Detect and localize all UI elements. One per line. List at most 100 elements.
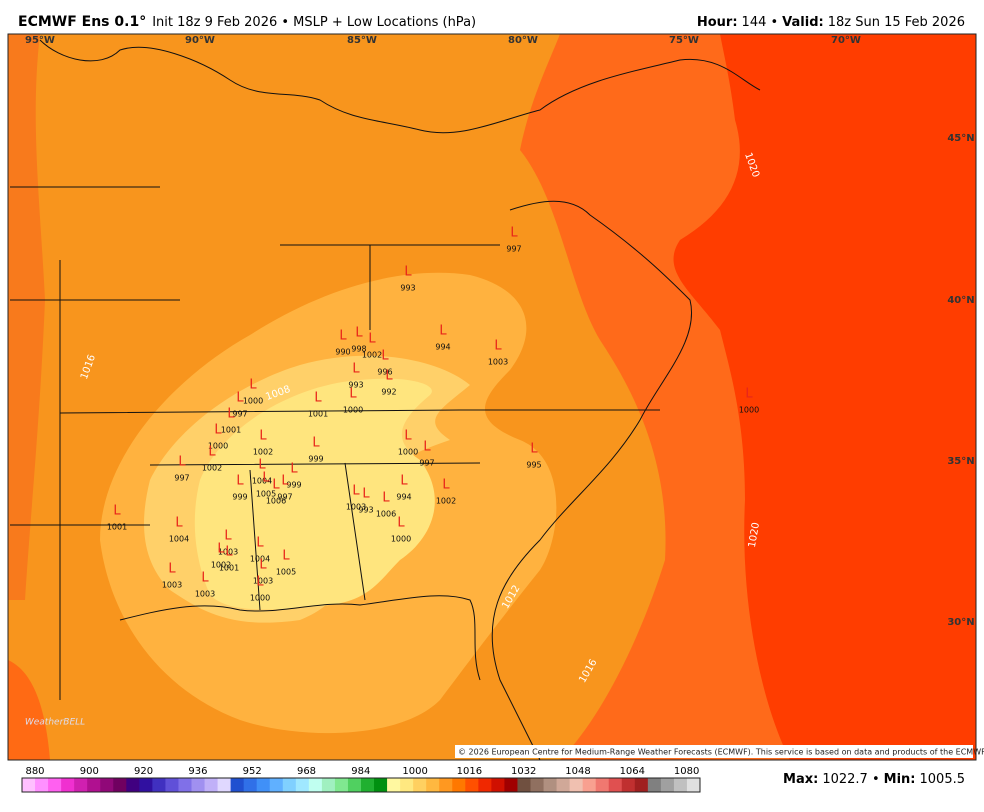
- colorbar-cell: [686, 778, 701, 792]
- colorbar-cell: [374, 778, 388, 792]
- low-value: 998: [351, 345, 366, 354]
- longitude-label: 70°W: [831, 35, 861, 46]
- low-value: 995: [526, 461, 541, 470]
- colorbar: 880 900 920 936 952 968 984 1000 1016 1032 1048 106…: [21, 766, 701, 793]
- pressure-field: [8, 34, 45, 600]
- low-value: 1003: [218, 548, 238, 557]
- colorbar-cell: [256, 778, 271, 792]
- colorbar-cell: [61, 778, 75, 792]
- pressure-field: [8, 660, 50, 760]
- colorbar-cell: [139, 778, 153, 792]
- colorbar-cell: [165, 778, 179, 792]
- low-value: 1006: [266, 497, 286, 506]
- low-value: 1001: [107, 523, 127, 532]
- colorbar-cell: [74, 778, 88, 792]
- colorbar-cell: [347, 778, 362, 792]
- low-marker: L: [397, 516, 405, 531]
- low-value: 990: [335, 348, 350, 357]
- low-marker: L: [385, 369, 393, 384]
- colorbar-cell: [387, 778, 401, 792]
- low-marker: L: [368, 332, 376, 347]
- low-marker: L: [439, 324, 447, 339]
- title-line: ECMWF Ens 0.1° Init 18z 9 Feb 2026 • MSLP…: [18, 14, 476, 30]
- low-marker: L: [352, 362, 360, 377]
- low-marker: L: [236, 391, 244, 406]
- low-value: 1001: [308, 410, 328, 419]
- low-value: 1003: [253, 577, 273, 586]
- coastline: [491, 200, 692, 760]
- copyright-box: [455, 745, 973, 758]
- low-marker: L: [201, 571, 209, 586]
- colorbar-label: 936: [188, 766, 207, 777]
- colorbar-cell: [321, 778, 336, 792]
- low-marker: L: [423, 440, 431, 455]
- max: 1022.7 •: [822, 772, 879, 787]
- colorbar-cell: [126, 778, 140, 792]
- colorbar-cell: [608, 778, 623, 792]
- colorbar-cell: [178, 778, 192, 792]
- colorbar-cell: [152, 778, 166, 792]
- colorbar-cell: [647, 778, 662, 792]
- low-marker: L: [404, 429, 412, 444]
- low-marker: L: [175, 516, 183, 531]
- colorbar-cell: [543, 778, 558, 792]
- low-marker: L: [249, 378, 257, 393]
- low-marker: L: [314, 391, 322, 406]
- low-value: 1003: [162, 581, 182, 590]
- low-marker: L: [442, 478, 450, 493]
- low-value: 1001: [219, 564, 239, 573]
- longitude-label: 85°W: [347, 35, 377, 46]
- colorbar-cell: [243, 778, 258, 792]
- min: 1005.5: [920, 772, 966, 787]
- colorbar-cell: [48, 778, 62, 792]
- low-marker: L: [217, 542, 225, 557]
- low-marker: L: [349, 387, 357, 402]
- colorbar-label: 984: [351, 766, 370, 777]
- low-value: 1000: [739, 406, 759, 415]
- low-value: 1003: [346, 503, 366, 512]
- low-marker: L: [355, 326, 363, 341]
- low-value: 1004: [252, 477, 272, 486]
- low-value: 1000: [243, 397, 263, 406]
- low-marker: L: [400, 474, 408, 489]
- colorbar-label: 1064: [620, 766, 645, 777]
- low-marker: L: [282, 549, 290, 564]
- low-value: 1002: [436, 497, 456, 506]
- low-value: 1002: [362, 351, 382, 360]
- low-value: 1001: [221, 426, 241, 435]
- low-value: 997: [174, 474, 189, 483]
- map: [8, 34, 976, 760]
- colorbar-label: 1000: [402, 766, 427, 777]
- low-marker: L: [113, 504, 121, 519]
- low-value: 1003: [195, 590, 215, 599]
- colorbar-cell: [35, 778, 49, 792]
- hour: 144 •: [742, 15, 779, 30]
- colorbar-cell: [530, 778, 545, 792]
- low-marker: L: [168, 562, 176, 577]
- low-marker: L: [236, 474, 244, 489]
- valid: 18z Sun 15 Feb 2026: [828, 15, 965, 30]
- low-marker: L: [312, 436, 320, 451]
- low-marker: L: [256, 575, 264, 590]
- longitude-label: 90°W: [185, 35, 215, 46]
- colorbar-cell: [400, 778, 414, 792]
- colorbar-cell: [465, 778, 479, 792]
- copyright: © 2026 European Centre for Medium-Range …: [458, 748, 984, 757]
- low-marker: L: [339, 329, 347, 344]
- low-marker: L: [382, 491, 390, 506]
- colorbar-label: 880: [25, 766, 44, 777]
- colorbar-cell: [582, 778, 597, 792]
- min-label: Min:: [884, 772, 916, 787]
- low-marker: L: [259, 558, 267, 573]
- low-value: 1003: [488, 358, 508, 367]
- colorbar-label: 1032: [511, 766, 536, 777]
- colorbar-label: 1080: [674, 766, 699, 777]
- low-value: 999: [232, 493, 247, 502]
- hour-label: Hour:: [697, 15, 738, 30]
- low-value: 999: [286, 481, 301, 490]
- valid-line: Hour: 144 • Valid: 18z Sun 15 Feb 2026: [697, 15, 965, 30]
- low-marker: L: [530, 442, 538, 457]
- max-label: Max:: [783, 772, 818, 787]
- colorbar-cell: [426, 778, 440, 792]
